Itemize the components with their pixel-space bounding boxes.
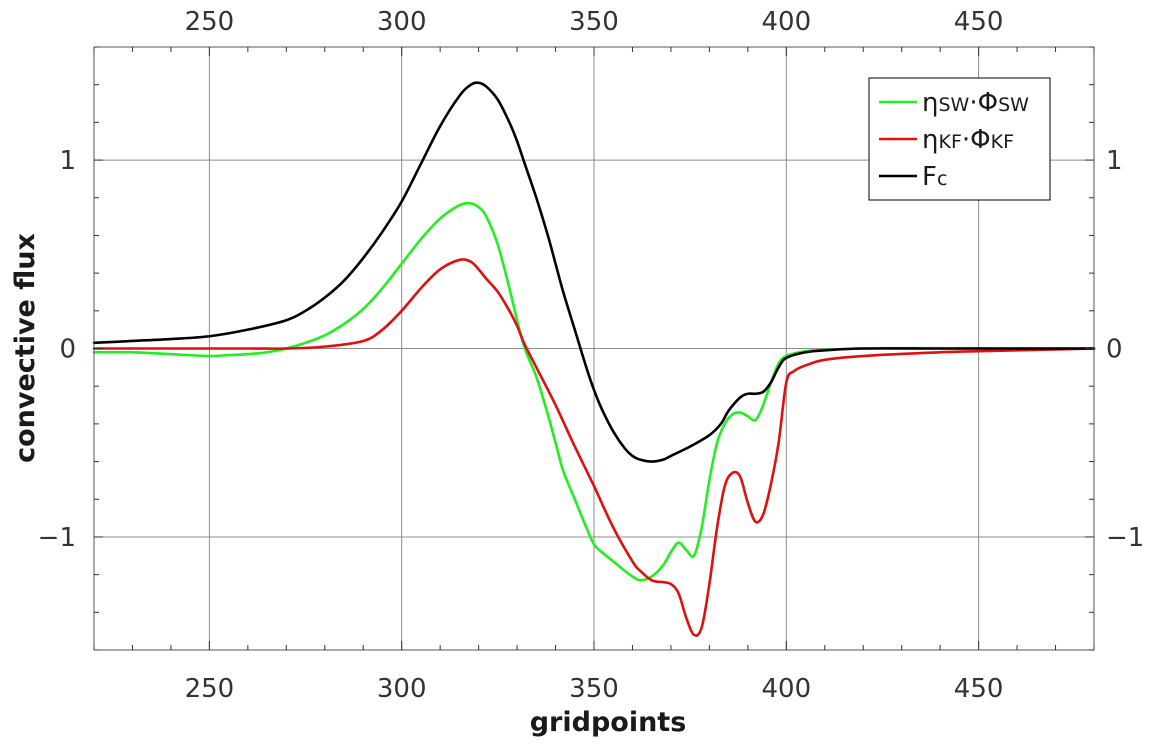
- y-tick-label-right: 1: [1106, 146, 1123, 176]
- x-axis-title: gridpoints: [530, 707, 687, 738]
- y-axis-title: convective flux: [10, 233, 41, 463]
- x-tick-label-top: 250: [185, 7, 235, 37]
- legend-label: Fc: [922, 162, 947, 192]
- y-tick-label-left: 0: [59, 335, 76, 365]
- x-tick-label-bottom: 400: [761, 674, 811, 704]
- plot-frame: [93, 46, 1095, 651]
- x-tick-label-top: 450: [954, 7, 1004, 37]
- x-tick-label-bottom: 300: [377, 674, 427, 704]
- y-tick-label-left: 1: [59, 146, 76, 176]
- x-tick-label-bottom: 450: [954, 674, 1004, 704]
- y-tick-label-right: −1: [1106, 523, 1144, 553]
- series-lines: [92, 81, 1096, 637]
- legend-label: ηKF·ΦKF: [922, 125, 1014, 155]
- y-tick-label-right: 0: [1106, 335, 1123, 365]
- x-tick-label-top: 300: [377, 7, 427, 37]
- series-line-sw: [92, 201, 1096, 582]
- y-tick-label-left: −1: [38, 523, 76, 553]
- series-line-fc: [92, 81, 1096, 463]
- x-tick-label-top: 400: [761, 7, 811, 37]
- x-tick-label-bottom: 350: [569, 674, 619, 704]
- x-tick-label-top: 350: [569, 7, 619, 37]
- series-line-kf: [92, 258, 1096, 637]
- tick-labels: 250 250 300 300 350 350 400 400 450 450 −1 −1 0 0 1 1: [38, 7, 1145, 704]
- legend-label: ηSW·ΦSW: [922, 88, 1029, 118]
- legend: ηSW·ΦSW ηKF·ΦKF Fc: [868, 77, 1051, 201]
- x-tick-label-bottom: 250: [185, 674, 235, 704]
